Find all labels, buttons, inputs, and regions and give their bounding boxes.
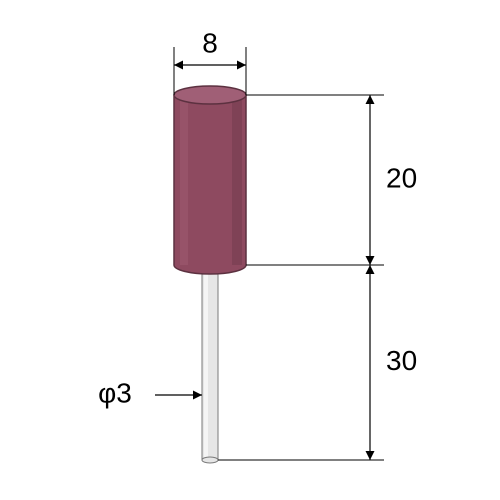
head-shadow	[232, 95, 242, 265]
head-highlight	[180, 95, 188, 265]
dim-label-20: 20	[386, 162, 417, 193]
shaft-end	[202, 457, 218, 463]
shaft-highlight	[204, 265, 208, 460]
dim-label-30: 30	[386, 345, 417, 376]
dim-label-phi3: φ3	[98, 377, 132, 408]
grinding-head-top	[174, 86, 246, 104]
dim-label-width: 8	[202, 27, 218, 58]
